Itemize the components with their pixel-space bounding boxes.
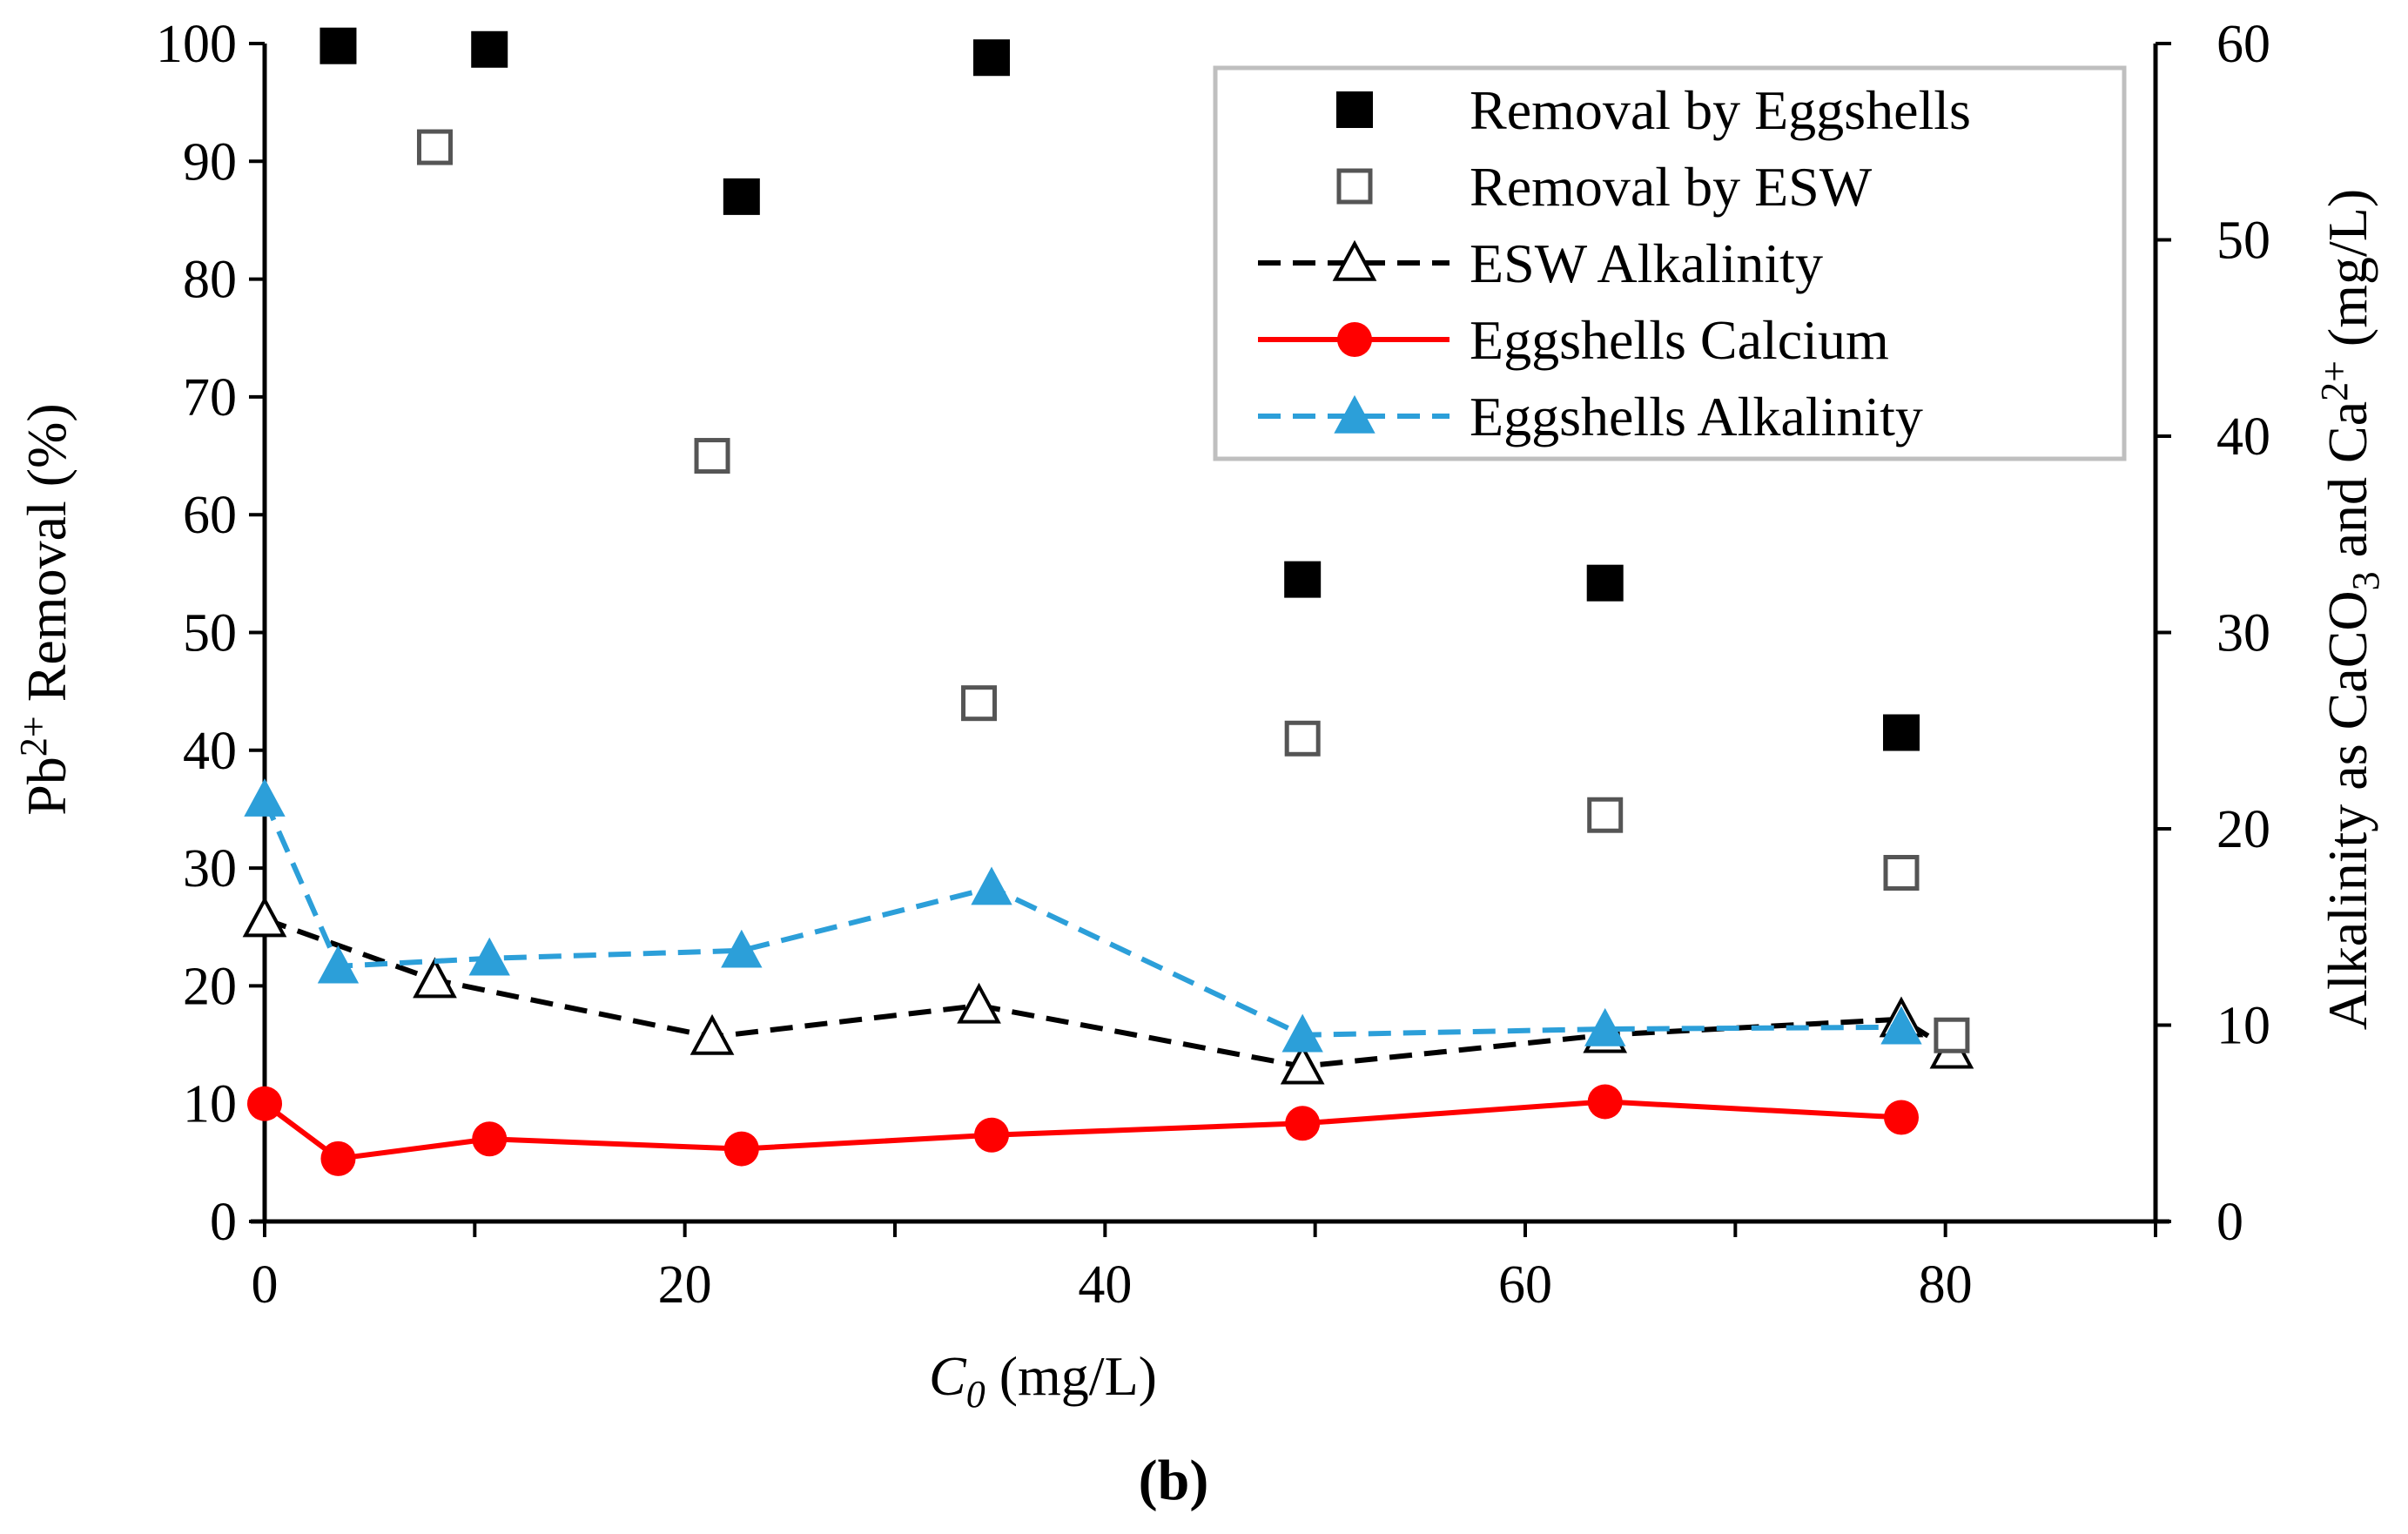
- series-layer: [242, 27, 1974, 1176]
- x-tick-label: 80: [1919, 1255, 1973, 1315]
- series-line-esw-alkalinity: [263, 916, 1954, 1069]
- data-point-eggshells-alkalinity: [244, 778, 286, 817]
- data-point-removal-by-eggshells: [319, 27, 357, 64]
- y-axis-left-title-sup: 2+: [12, 716, 55, 757]
- data-point-eggshells-calcium: [1285, 1106, 1321, 1141]
- legend-marker-eggshells-calcium: [1337, 322, 1372, 357]
- data-point-eggshells-alkalinity: [1880, 1006, 1922, 1045]
- legend-label-removal-by-esw: Removal by ESW: [1470, 156, 1873, 218]
- data-point-esw-alkalinity: [689, 1013, 735, 1055]
- data-point-eggshells-alkalinity: [1281, 1013, 1323, 1053]
- y-left-tick-label: 80: [183, 251, 237, 310]
- data-point-removal-by-esw: [961, 685, 998, 722]
- y-axis-left-title-post: Removal (%): [16, 403, 77, 716]
- x-axis-title-subscript: 0: [966, 1373, 985, 1416]
- data-point-esw-alkalinity: [1280, 1043, 1325, 1085]
- y-right-tick-label: 0: [2216, 1193, 2243, 1252]
- data-point-eggshells-calcium: [247, 1086, 282, 1121]
- series-eggshells-alkalinity: [244, 778, 1922, 1053]
- y-left-tick-label: 100: [156, 15, 237, 74]
- legend-label-eggshells-calcium: Eggshells Calcium: [1470, 309, 1889, 371]
- data-point-removal-by-eggshells: [471, 30, 508, 68]
- y-left-tick-label: 70: [183, 368, 237, 427]
- y-left-tick-label: 30: [183, 839, 237, 898]
- data-point-removal-by-esw: [1587, 797, 1624, 833]
- series-eggshells-calcium: [247, 1084, 1919, 1176]
- series-line-eggshells-calcium: [263, 1099, 1902, 1161]
- data-point-eggshells-calcium: [1587, 1084, 1623, 1120]
- x-axis-title-symbol: C: [929, 1345, 967, 1407]
- data-point-removal-by-esw: [1934, 1017, 1970, 1053]
- x-axis-title-unit: (mg/L): [985, 1345, 1157, 1407]
- legend-marker-eggshells-alkalinity: [1334, 394, 1376, 434]
- y-left-tick-label: 10: [183, 1075, 237, 1134]
- x-tick-label: 60: [1498, 1255, 1552, 1315]
- y-left-tick-label: 20: [183, 957, 237, 1016]
- y-right-tick-label: 20: [2216, 800, 2270, 859]
- x-axis-title: C0 (mg/L): [929, 1345, 1157, 1416]
- y-axis-left-title-pre: Pb: [16, 757, 77, 816]
- data-point-eggshells-calcium: [974, 1117, 1010, 1153]
- data-point-esw-alkalinity: [957, 982, 1001, 1024]
- data-point-removal-by-eggshells: [723, 178, 760, 215]
- data-point-removal-by-esw: [1883, 855, 1920, 891]
- series-removal-by-esw: [416, 129, 1970, 1053]
- y-axis-right-title: Alkalinity as CaCO3 and Ca2+ (mg/L): [2313, 189, 2387, 1030]
- data-point-esw-alkalinity: [413, 957, 457, 999]
- x-tick-label: 0: [252, 1255, 279, 1315]
- data-point-removal-by-eggshells: [973, 39, 1011, 77]
- data-point-eggshells-calcium: [320, 1140, 356, 1176]
- data-point-eggshells-calcium: [1883, 1100, 1919, 1135]
- data-point-removal-by-eggshells: [1284, 561, 1322, 598]
- y-right-tick-label: 50: [2216, 212, 2270, 271]
- legend: Removal by Eggshells Removal by ESW ESW Al…: [1213, 65, 2127, 461]
- legend-marker-removal-by-esw: [1336, 168, 1373, 205]
- data-point-esw-alkalinity: [242, 896, 287, 938]
- x-tick-label: 20: [658, 1255, 712, 1315]
- labels-layer: C0 (mg/L) (b) Pb2+ Removal (%) Alkalinit…: [12, 189, 2387, 1512]
- series-removal-by-eggshells: [319, 27, 1920, 751]
- data-point-eggshells-alkalinity: [721, 929, 763, 968]
- data-point-removal-by-esw: [1284, 720, 1321, 757]
- y-right-tick-label: 30: [2216, 604, 2270, 663]
- data-point-removal-by-eggshells: [1586, 564, 1624, 602]
- legend-label-removal-by-eggshells: Removal by Eggshells: [1470, 79, 1971, 141]
- data-point-eggshells-alkalinity: [317, 945, 360, 984]
- legend-marker-removal-by-eggshells: [1336, 91, 1373, 128]
- data-point-eggshells-alkalinity: [468, 937, 510, 976]
- data-point-removal-by-esw: [416, 129, 453, 165]
- y-axis-right-title-part1: Alkalinity as CaCO: [2317, 590, 2378, 1030]
- data-point-eggshells-calcium: [723, 1131, 759, 1167]
- x-tick-label: 40: [1078, 1255, 1132, 1315]
- y-axis-right-title-part3: (mg/L): [2317, 189, 2378, 360]
- data-point-removal-by-eggshells: [1882, 714, 1920, 751]
- y-right-tick-label: 10: [2216, 997, 2270, 1056]
- panel-label: (b): [1139, 1449, 1209, 1512]
- y-left-tick-label: 90: [183, 132, 237, 192]
- y-axis-right-title-sub: 3: [2344, 571, 2387, 590]
- legend-marker-esw-alkalinity: [1332, 239, 1377, 281]
- y-axis-right-title-part2: and Ca: [2317, 401, 2378, 572]
- y-axis-left-title: Pb2+ Removal (%): [12, 403, 77, 815]
- y-left-tick-label: 60: [183, 486, 237, 545]
- data-point-eggshells-alkalinity: [971, 866, 1012, 905]
- y-right-tick-label: 60: [2216, 15, 2270, 74]
- axes-layer: 0 10 20 30 40 50 60 70 80 90 100 0 10 20 30 40 50 60 0 20 40…: [156, 15, 2270, 1315]
- series-esw-alkalinity: [242, 896, 1974, 1085]
- y-left-tick-label: 50: [183, 604, 237, 663]
- series-line-eggshells-alkalinity: [262, 797, 1902, 1038]
- y-left-tick-label: 40: [183, 722, 237, 781]
- y-left-tick-label: 0: [210, 1193, 237, 1252]
- legend-label-esw-alkalinity: ESW Alkalinity: [1470, 232, 1823, 294]
- y-axis-right-title-sup: 2+: [2313, 360, 2356, 401]
- data-point-eggshells-calcium: [472, 1121, 508, 1157]
- y-right-tick-label: 40: [2216, 407, 2270, 467]
- data-point-removal-by-esw: [694, 438, 730, 474]
- data-point-eggshells-alkalinity: [1584, 1007, 1626, 1046]
- legend-label-eggshells-alkalinity: Eggshells Alkalinity: [1470, 386, 1923, 447]
